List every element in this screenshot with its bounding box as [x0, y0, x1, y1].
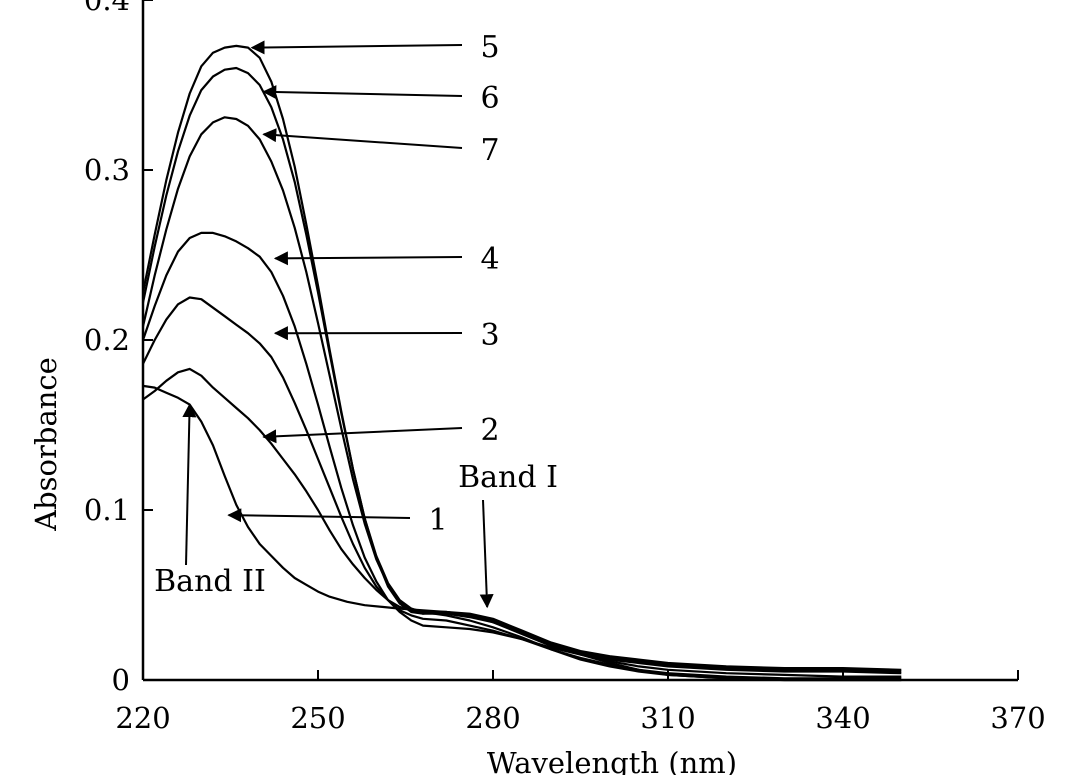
annotation-arrow: [182, 403, 197, 566]
x-tick-label: 340: [815, 701, 870, 735]
series-label-4: 4: [480, 242, 499, 277]
series-pointer-4: [273, 251, 463, 266]
series-label-3: 3: [480, 318, 499, 353]
y-axis-title: Absorbance: [29, 357, 63, 532]
y-tick-label: 0.3: [84, 153, 130, 187]
series-label-7: 7: [480, 133, 499, 168]
series-pointer-1: [227, 508, 411, 523]
y-tick-label: 0.1: [84, 493, 130, 527]
series-line-7: [141, 116, 902, 675]
annotation-label: Band I: [458, 460, 558, 495]
x-tick-label: 250: [290, 701, 345, 735]
series-pointer-6: [262, 85, 463, 100]
annotation-arrow: [479, 499, 494, 609]
axes: 220 250 280 310 340 370 0 0.1 0.2 0.3 0.4: [84, 0, 1046, 735]
series-label-2: 2: [480, 413, 499, 448]
series-line-6: [141, 66, 902, 673]
series-label-5: 5: [480, 30, 499, 65]
x-tick-label: 370: [990, 701, 1045, 735]
series-label-1: 1: [428, 503, 447, 538]
x-axis-title: Wavelength (nm): [487, 746, 737, 775]
series-line-2: [142, 367, 902, 682]
label-layer: 1 2 3 4 5 6 7 Band I Band II: [154, 30, 558, 609]
x-tick-label: 220: [115, 701, 170, 735]
series-pointer-7: [262, 128, 463, 149]
annotation-label: Band II: [154, 564, 266, 599]
series-line-3: [142, 296, 902, 680]
series-line-1: [142, 384, 902, 682]
y-tick-label: 0.4: [84, 0, 130, 17]
x-tick-label: 280: [465, 701, 520, 735]
x-tick-label: 310: [640, 701, 695, 735]
y-tick-label: 0: [112, 663, 130, 697]
series-pointer-2: [262, 427, 463, 444]
series-layer: [141, 44, 902, 682]
y-tick-label: 0.2: [84, 323, 130, 357]
series-label-6: 6: [480, 81, 499, 116]
series-pointer-5: [250, 40, 463, 55]
series-line-4: [141, 231, 902, 678]
